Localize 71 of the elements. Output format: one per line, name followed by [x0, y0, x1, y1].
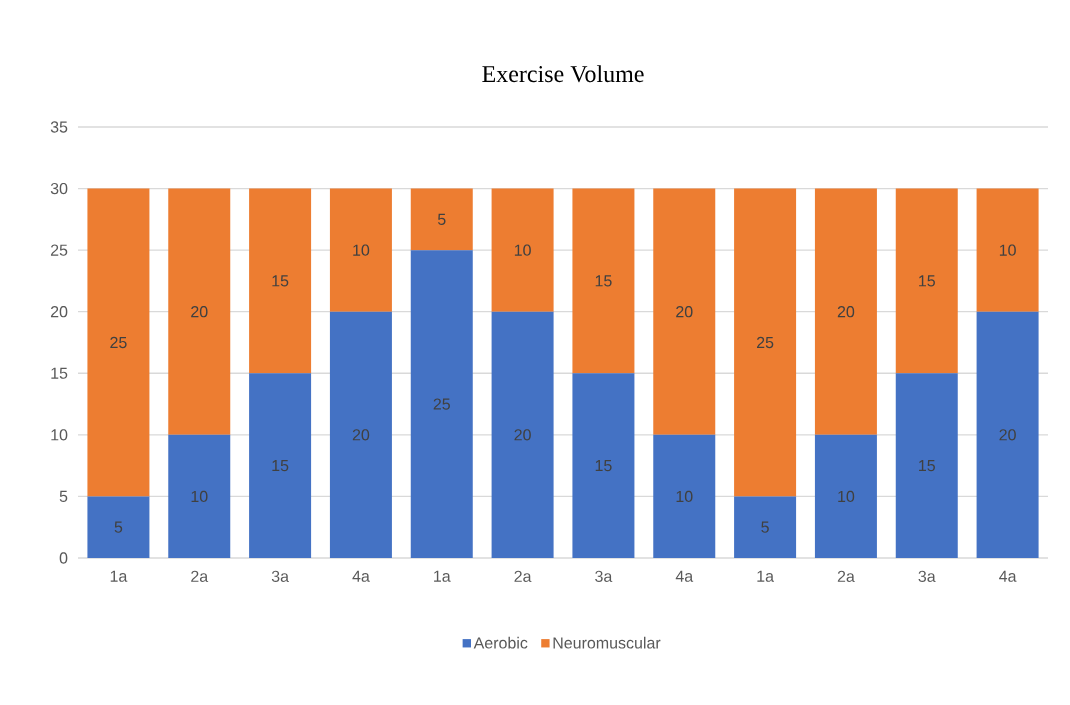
- x-tick-label: 2a: [191, 570, 209, 583]
- data-label: 15: [919, 275, 935, 287]
- x-tick-label: 2a: [837, 570, 855, 583]
- data-label: 5: [114, 521, 123, 533]
- bar: [734, 188, 797, 497]
- data-label: 10: [676, 490, 693, 503]
- bar: [168, 434, 231, 558]
- bar: [410, 188, 473, 251]
- data-label: 15: [595, 275, 612, 287]
- y-tick-label: 20: [50, 306, 68, 318]
- bar: [814, 434, 877, 558]
- bar: [410, 250, 473, 558]
- bar: [976, 311, 1039, 558]
- data-label: 20: [191, 306, 208, 318]
- x-tick-label: 1a: [757, 570, 774, 582]
- y-tick-label: 0: [59, 552, 68, 564]
- x-tick-label: 1a: [110, 570, 128, 582]
- bar: [249, 188, 312, 374]
- bar: [168, 188, 231, 435]
- data-label: 15: [595, 460, 612, 472]
- bar: [814, 188, 877, 435]
- data-label: 20: [514, 429, 531, 441]
- data-label: 10: [353, 244, 370, 256]
- data-label: 15: [272, 460, 289, 472]
- bar: [249, 373, 312, 558]
- legend-label: Aerobic: [473, 636, 528, 649]
- bar: [329, 188, 392, 312]
- data-label: 20: [352, 429, 370, 441]
- legend-label: Neuromuscular: [553, 636, 661, 649]
- y-tick-label: 15: [51, 367, 68, 379]
- data-label: 25: [433, 398, 450, 410]
- data-label: 5: [437, 213, 446, 225]
- data-label: 25: [756, 336, 774, 349]
- y-tick-label: 35: [50, 121, 68, 133]
- x-tick-label: 3a: [595, 570, 613, 583]
- bar: [491, 188, 554, 312]
- bar: [895, 188, 958, 374]
- bar: [87, 496, 150, 558]
- data-label: 25: [110, 336, 127, 349]
- x-tick-label: 4a: [999, 570, 1017, 582]
- data-label: 10: [514, 244, 531, 256]
- x-tick-label: 2a: [514, 570, 532, 583]
- x-tick-label: 3a: [918, 570, 936, 583]
- bar: [87, 188, 150, 497]
- y-tick-label: 10: [51, 429, 68, 441]
- y-tick-label: 5: [59, 490, 68, 502]
- bar: [653, 434, 716, 558]
- data-label: 15: [272, 275, 289, 287]
- data-label: 20: [999, 429, 1016, 441]
- y-tick-label: 25: [50, 244, 68, 256]
- bar: [895, 373, 958, 558]
- x-tick-label: 1a: [434, 570, 451, 582]
- data-label: 20: [676, 306, 693, 318]
- chart-title: Exercise Volume: [482, 65, 644, 83]
- x-tick-label: 4a: [675, 570, 694, 582]
- bar: [734, 496, 797, 558]
- bar: [572, 373, 635, 558]
- x-tick-label: 3a: [271, 570, 289, 583]
- x-tick-label: 4a: [352, 570, 370, 582]
- data-label: 15: [919, 460, 935, 472]
- data-label: 5: [761, 521, 769, 533]
- bar: [491, 311, 554, 558]
- bar: [329, 311, 392, 558]
- data-label: 20: [837, 306, 855, 318]
- bar: [653, 188, 716, 435]
- data-label: 10: [838, 490, 855, 503]
- bar: [976, 188, 1039, 312]
- y-tick-label: 30: [50, 182, 68, 195]
- bar: [572, 188, 635, 374]
- data-label: 10: [999, 244, 1016, 256]
- data-label: 10: [191, 490, 208, 503]
